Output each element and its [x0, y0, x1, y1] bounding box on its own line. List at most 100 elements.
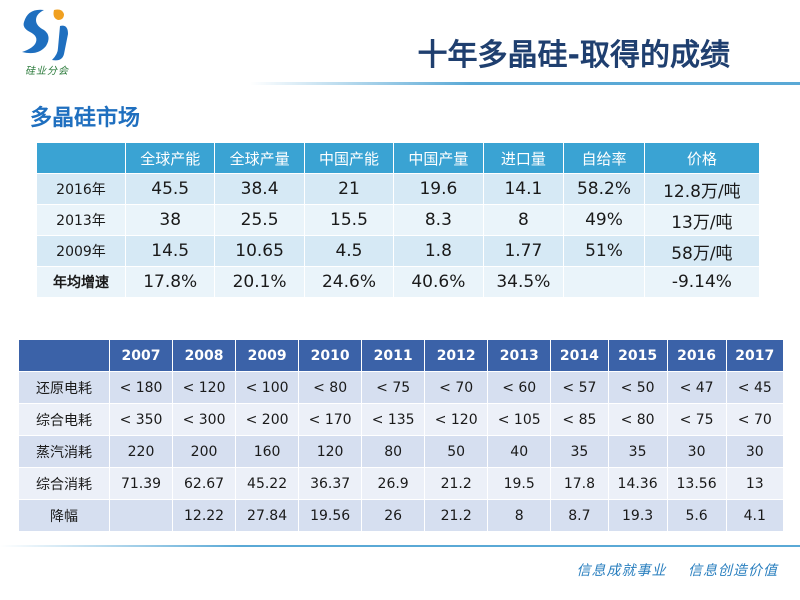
row-header: 综合电耗 [18, 403, 110, 436]
column-header: 全球产能 [124, 142, 216, 174]
row-header: 年均增速 [36, 266, 126, 298]
corner-cell [36, 142, 126, 174]
table-cell: 21.2 [424, 499, 489, 532]
table-cell: < 57 [550, 371, 609, 404]
table-cell: 45.5 [124, 173, 216, 205]
table-cell: 160 [235, 435, 300, 468]
table-cell: < 105 [487, 403, 552, 436]
table-cell: 38 [124, 204, 216, 236]
table-cell: 26.9 [361, 467, 426, 500]
table-cell: < 47 [666, 371, 727, 404]
table-cell: 13.56 [666, 467, 727, 500]
table-cell: 12.22 [172, 499, 237, 532]
row-header: 综合消耗 [18, 467, 110, 500]
table-cell: -9.14% [643, 266, 761, 298]
column-header: 中国产能 [303, 142, 395, 174]
company-logo [22, 9, 68, 61]
corner-cell [18, 339, 110, 372]
table-cell: 38.4 [214, 173, 305, 205]
table-cell: 35 [550, 435, 609, 468]
footer-divider [0, 545, 800, 547]
table-cell: 13万/吨 [643, 204, 761, 236]
table-cell: 71.39 [108, 467, 174, 500]
table-cell: < 85 [550, 403, 609, 436]
footer-slogan: 信息成就事业 信息创造价值 [577, 560, 778, 580]
logo-text: 硅业分会 [25, 66, 69, 77]
table-cell: < 70 [725, 403, 785, 436]
table-cell: 19.56 [298, 499, 363, 532]
table-cell: 21 [303, 173, 395, 205]
table-cell: < 120 [172, 371, 237, 404]
table-row: 降幅 12.22 27.84 19.56 26 21.2 8 8.7 19.3 … [18, 499, 785, 532]
year-header: 2012 [424, 339, 489, 372]
table-cell: 1.8 [393, 235, 484, 267]
table-cell: < 50 [607, 371, 668, 404]
table-cell: < 80 [607, 403, 668, 436]
column-header: 进口量 [482, 142, 565, 174]
year-header: 2015 [607, 339, 668, 372]
table-row: 2013年 38 25.5 15.5 8.3 8 49% 13万/吨 [36, 204, 761, 236]
table-cell: 14.1 [482, 173, 565, 205]
table-cell: 200 [172, 435, 237, 468]
footer-slogan-right: 信息创造价值 [688, 563, 778, 579]
table-cell: 13 [725, 467, 785, 500]
table-cell: < 80 [298, 371, 363, 404]
table-cell: 19.3 [607, 499, 668, 532]
table-cell: < 135 [361, 403, 426, 436]
table-cell: 25.5 [214, 204, 305, 236]
table-header-row: 全球产能 全球产量 中国产能 中国产量 进口量 自给率 价格 [36, 142, 761, 174]
table-cell: 220 [108, 435, 174, 468]
table-cell: 80 [361, 435, 426, 468]
table-cell: 8 [482, 204, 565, 236]
table-cell: 58.2% [563, 173, 645, 205]
year-header: 2017 [725, 339, 785, 372]
table-cell: 40.6% [393, 266, 484, 298]
row-header: 2009年 [36, 235, 126, 267]
table-row: 蒸汽消耗 220 200 160 120 80 50 40 35 35 30 3… [18, 435, 785, 468]
table-cell: < 200 [235, 403, 300, 436]
title-divider [250, 82, 800, 85]
year-header: 2013 [487, 339, 552, 372]
table-cell: 50 [424, 435, 489, 468]
table-cell: < 60 [487, 371, 552, 404]
column-header: 全球产量 [214, 142, 305, 174]
table-cell: 14.5 [124, 235, 216, 267]
table-header-row: 2007 2008 2009 2010 2011 2012 2013 2014 … [18, 339, 785, 372]
year-header: 2009 [235, 339, 300, 372]
table-cell: 20.1% [214, 266, 305, 298]
table-cell: < 120 [424, 403, 489, 436]
table-cell: 58万/吨 [643, 235, 761, 267]
row-header: 还原电耗 [18, 371, 110, 404]
year-header: 2014 [550, 339, 609, 372]
table-cell: < 180 [108, 371, 174, 404]
table-cell: < 300 [172, 403, 237, 436]
year-header: 2016 [666, 339, 727, 372]
table-cell: 35 [607, 435, 668, 468]
table-cell: 19.6 [393, 173, 484, 205]
table-cell: 15.5 [303, 204, 395, 236]
table-cell: 8 [487, 499, 552, 532]
table-cell: 120 [298, 435, 363, 468]
table-cell [563, 266, 645, 298]
table-cell: < 75 [361, 371, 426, 404]
table-cell: 45.22 [235, 467, 300, 500]
year-header: 2010 [298, 339, 363, 372]
table-cell: < 350 [108, 403, 174, 436]
table-cell: 8.7 [550, 499, 609, 532]
table-cell: 14.36 [607, 467, 668, 500]
column-header: 中国产量 [393, 142, 484, 174]
table-row: 综合电耗 < 350 < 300 < 200 < 170 < 135 < 120… [18, 403, 785, 436]
table-row: 2016年 45.5 38.4 21 19.6 14.1 58.2% 12.8万… [36, 173, 761, 205]
table-cell: 36.37 [298, 467, 363, 500]
table-cell: 30 [725, 435, 785, 468]
footer-slogan-left: 信息成就事业 [576, 563, 667, 579]
table-cell: 8.3 [393, 204, 484, 236]
table-row: 还原电耗 < 180 < 120 < 100 < 80 < 75 < 70 < … [18, 371, 785, 404]
row-header: 2013年 [36, 204, 126, 236]
row-header: 降幅 [18, 499, 110, 532]
table-cell: 1.77 [482, 235, 565, 267]
table-cell: < 75 [666, 403, 727, 436]
table-cell: 62.67 [172, 467, 237, 500]
energy-consumption-table: 2007 2008 2009 2010 2011 2012 2013 2014 … [18, 339, 785, 532]
table-cell: 49% [563, 204, 645, 236]
